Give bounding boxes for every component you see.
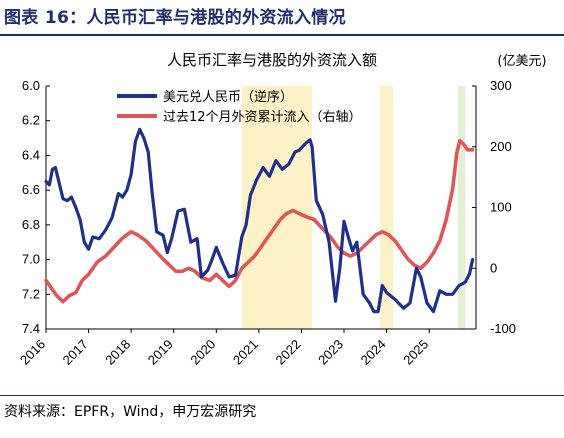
source-note: 资料来源：EPFR，Wind，申万宏源研究 — [4, 404, 257, 420]
right-tick-label-0: 300 — [490, 78, 512, 93]
title-divider — [0, 34, 564, 36]
chart-title: 人民币汇率与港股的外资流入额 — [167, 51, 377, 69]
left-tick-label-0: 6.0 — [22, 78, 40, 93]
left-tick-label-3: 6.6 — [22, 182, 40, 197]
shaded-period-1 — [380, 86, 393, 329]
right-axis-unit-label: (亿美元) — [497, 54, 546, 69]
right-tick-label-4: -100 — [490, 321, 516, 336]
left-tick-label-4: 6.8 — [22, 217, 40, 232]
left-tick-label-5: 7.0 — [22, 252, 40, 267]
x-tick-label-4: 2020 — [187, 337, 218, 368]
source-divider — [0, 395, 564, 396]
right-tick-label-2: 100 — [490, 200, 512, 215]
shaded-periods — [241, 86, 466, 329]
figure-title: 图表 16：人民币汇率与港股的外资流入情况 — [4, 8, 346, 28]
x-tick-label-7: 2023 — [315, 337, 346, 368]
series-line-inflow — [44, 138, 475, 304]
left-tick-label-1: 6.2 — [22, 113, 40, 128]
right-tick-label-1: 200 — [490, 139, 512, 154]
legend-label-inflow: 过去12个月外资累计流入（右轴） — [163, 110, 362, 125]
x-tick-label-6: 2022 — [273, 337, 304, 368]
series-layer — [44, 127, 475, 314]
x-tick-label-1: 2017 — [60, 337, 91, 368]
x-tick-label-5: 2021 — [230, 337, 261, 368]
x-tick-label-3: 2019 — [145, 337, 176, 368]
chart-legend: 美元兑人民币（逆序） 过去12个月外资累计流入（右轴） — [117, 89, 362, 125]
x-tick-label-0: 2016 — [17, 337, 48, 368]
left-tick-label-2: 6.4 — [22, 147, 40, 162]
x-tick-label-8: 2024 — [358, 337, 389, 368]
series-line-usdcny — [44, 127, 475, 314]
left-tick-label-6: 7.2 — [22, 286, 40, 301]
right-tick-label-3: 0 — [490, 260, 497, 275]
shaded-period-0 — [241, 86, 313, 329]
shaded-period-2 — [458, 86, 466, 329]
chart-svg: 人民币汇率与港股的外资流入额 (亿美元) 6.0 6.2 6.4 6.6 6.8 7.0 7… — [17, 51, 547, 368]
left-tick-label-7: 7.4 — [22, 321, 40, 336]
x-tick-label-9: 2025 — [400, 337, 431, 368]
legend-label-usdcny: 美元兑人民币（逆序） — [163, 89, 293, 105]
x-tick-label-2: 2018 — [102, 337, 133, 368]
